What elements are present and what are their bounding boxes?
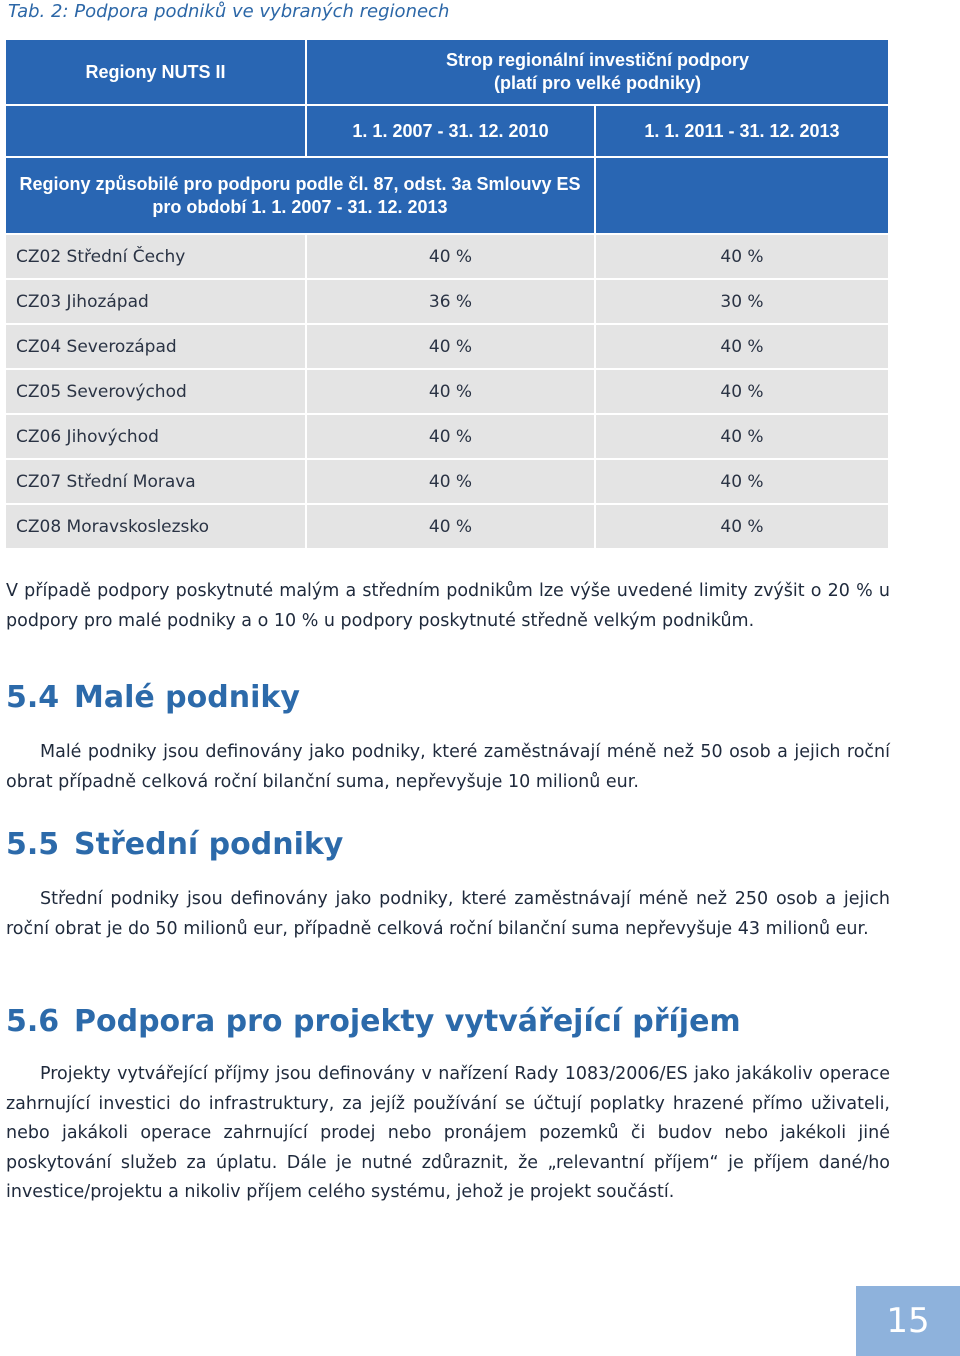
table-cell-region-text: CZ05 Severovýchod — [16, 381, 187, 402]
table-cell-region: CZ07 Střední Morava — [6, 460, 305, 503]
table-cell-period-1: 40 % — [307, 325, 594, 368]
header-period-2-label: 1. 1. 2011 - 31. 12. 2013 — [644, 120, 840, 141]
table-note: V případě podpory poskytnuté malým a stř… — [6, 581, 890, 631]
table-cell-period-1: 40 % — [307, 460, 594, 503]
table-cell-region: CZ03 Jihozápad — [6, 280, 305, 323]
table-cell-period-1-text: 40 % — [428, 381, 473, 402]
table-cell-region: CZ05 Severovýchod — [6, 370, 305, 413]
table-cell-region-text: CZ08 Moravskoslezsko — [16, 516, 210, 537]
table-cell-period-2-text: 40 % — [720, 471, 764, 492]
table-cell-period-2: 40 % — [596, 235, 888, 278]
table-cell-region-text: CZ06 Jihovýchod — [16, 426, 159, 447]
table-cell-period-1: 40 % — [307, 235, 594, 278]
header-regions-nuts-label: Regiony NUTS II — [85, 61, 226, 82]
table-cell-period-1-text: 40 % — [428, 471, 473, 492]
page-number-label: 15 — [886, 1301, 930, 1341]
section-number: 5.4 — [6, 680, 60, 715]
table-cell-period-1: 40 % — [307, 370, 594, 413]
table-cell-period-1-text: 36 % — [428, 291, 473, 312]
table-cell-period-1-text: 40 % — [428, 516, 473, 537]
table-cell-period-2: 40 % — [596, 505, 888, 548]
table-cell-region: CZ06 Jihovýchod — [6, 415, 305, 458]
header-eligible-line1: Regiony způsobilé pro podporu podle čl. … — [19, 173, 581, 194]
table-cell-period-1: 40 % — [307, 505, 594, 548]
header-investment-cap: Strop regionální investiční podpory (pla… — [307, 40, 888, 104]
section-number: 5.6 — [6, 1004, 60, 1039]
section-number: 5.5 — [6, 827, 60, 862]
table-cell-period-2-text: 40 % — [720, 336, 764, 357]
table-cell-period-2: 40 % — [596, 370, 888, 413]
table-cell-period-2: 40 % — [596, 415, 888, 458]
table-cell-region-text: CZ03 Jihozápad — [16, 291, 149, 312]
table-cell-period-2: 40 % — [596, 460, 888, 503]
table-cell-region-text: CZ07 Střední Morava — [16, 471, 196, 492]
table-cell-region: CZ02 Střední Čechy — [6, 235, 305, 278]
header-regions-nuts: Regiony NUTS II — [6, 40, 305, 104]
header-investment-cap-label: Strop regionální investiční podpory (pla… — [445, 50, 750, 93]
table-cell-period-1-text: 40 % — [428, 246, 473, 267]
table-cell-period-2: 30 % — [596, 280, 888, 323]
table-cell-period-2: 40 % — [596, 325, 888, 368]
table-cell-period-2-text: 40 % — [720, 516, 764, 537]
section-text-5-5: Střední podniky jsou definovány jako pod… — [6, 889, 890, 939]
section-heading-5-6: 5.6 Podpora pro projekty vytvářející příj… — [6, 1004, 741, 1039]
header-eligible-regions: Regiony způsobilé pro podporu podle čl. … — [6, 158, 594, 233]
table-cell-period-2-text: 30 % — [720, 291, 764, 312]
table-cell-region: CZ04 Severozápad — [6, 325, 305, 368]
table-cell-region-text: CZ04 Severozápad — [16, 336, 177, 357]
table-cell-period-2-text: 40 % — [720, 246, 764, 267]
table-cell-period-1-text: 40 % — [428, 426, 473, 447]
header-period-1-label: 1. 1. 2007 - 31. 12. 2010 — [352, 120, 549, 141]
section-title: Podpora pro projekty vytvářející příjem — [74, 1004, 741, 1039]
table-caption: Tab. 2: Podpora podniků ve vybraných reg… — [8, 1, 450, 22]
section-title: Střední podniky — [74, 827, 344, 862]
table-cell-region: CZ08 Moravskoslezsko — [6, 505, 305, 548]
section-heading-5-4: 5.4 Malé podniky — [6, 680, 300, 715]
table-cell-period-1: 40 % — [307, 415, 594, 458]
section-heading-5-5: 5.5 Střední podniky — [6, 827, 343, 862]
page-number: 15 — [856, 1286, 960, 1356]
table-cell-period-1: 36 % — [307, 280, 594, 323]
table-cell-region-text: CZ02 Střední Čechy — [16, 246, 186, 267]
header-eligible-line2: pro období 1. 1. 2007 - 31. 12. 2013 — [152, 196, 448, 217]
header-eligible-blank — [596, 158, 888, 233]
table-cell-period-2-text: 40 % — [720, 381, 764, 402]
section-text-5-6: Projekty vytvářející příjmy jsou definov… — [6, 1064, 890, 1202]
header-period-2: 1. 1. 2011 - 31. 12. 2013 — [596, 106, 888, 156]
header-period-blank — [6, 106, 305, 156]
section-text-5-4: Malé podniky jsou definovány jako podnik… — [6, 742, 890, 792]
header-period-1: 1. 1. 2007 - 31. 12. 2010 — [307, 106, 594, 156]
section-title: Malé podniky — [74, 680, 300, 715]
table-cell-period-2-text: 40 % — [720, 426, 764, 447]
table-cell-period-1-text: 40 % — [428, 336, 473, 357]
